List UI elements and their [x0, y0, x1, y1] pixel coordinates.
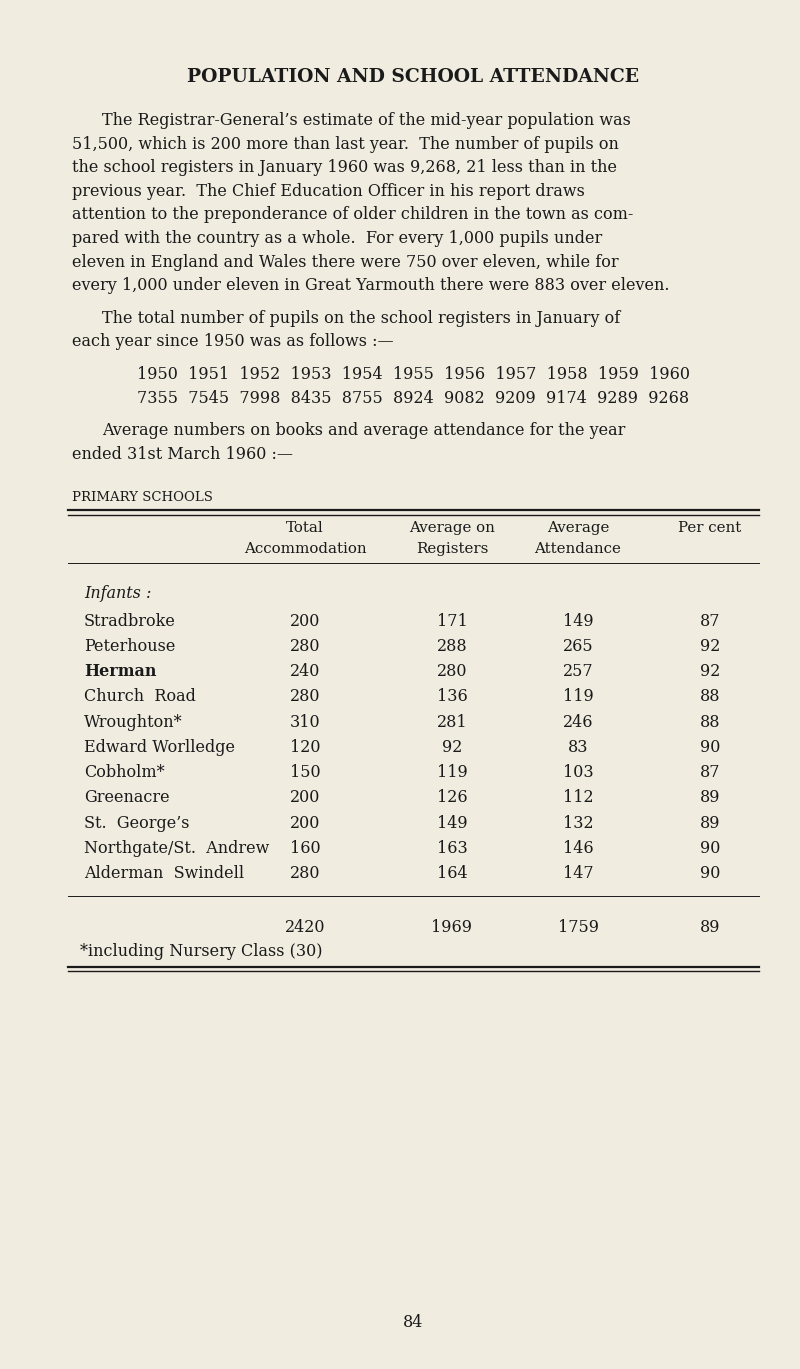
Text: 89: 89: [700, 815, 720, 831]
Text: 88: 88: [700, 689, 720, 705]
Text: Registers: Registers: [416, 542, 488, 556]
Text: 92: 92: [442, 739, 462, 756]
Text: Wroughton*: Wroughton*: [84, 713, 182, 731]
Text: the school registers in January 1960 was 9,268, 21 less than in the: the school registers in January 1960 was…: [72, 159, 617, 177]
Text: 1950  1951  1952  1953  1954  1955  1956  1957  1958  1959  1960: 1950 1951 1952 1953 1954 1955 1956 1957 …: [137, 366, 690, 383]
Text: 90: 90: [700, 865, 720, 882]
Text: Average on: Average on: [409, 522, 495, 535]
Text: pared with the country as a whole.  For every 1,000 pupils under: pared with the country as a whole. For e…: [72, 230, 602, 246]
Text: previous year.  The Chief Education Officer in his report draws: previous year. The Chief Education Offic…: [72, 183, 585, 200]
Text: 150: 150: [290, 764, 320, 782]
Text: 280: 280: [437, 663, 467, 680]
Text: Northgate/St.  Andrew: Northgate/St. Andrew: [84, 839, 270, 857]
Text: 1759: 1759: [558, 920, 598, 936]
Text: 310: 310: [290, 713, 320, 731]
Text: Herman: Herman: [84, 663, 157, 680]
Text: 90: 90: [700, 839, 720, 857]
Text: 246: 246: [562, 713, 594, 731]
Text: Infants :: Infants :: [84, 586, 151, 602]
Text: Accommodation: Accommodation: [244, 542, 366, 556]
Text: The Registrar-General’s estimate of the mid-year population was: The Registrar-General’s estimate of the …: [102, 112, 631, 129]
Text: 200: 200: [290, 790, 320, 806]
Text: ended 31st March 1960 :—: ended 31st March 1960 :—: [72, 446, 293, 463]
Text: 89: 89: [700, 920, 720, 936]
Text: 281: 281: [437, 713, 467, 731]
Text: 90: 90: [700, 739, 720, 756]
Text: St.  George’s: St. George’s: [84, 815, 190, 831]
Text: 1969: 1969: [431, 920, 473, 936]
Text: 200: 200: [290, 815, 320, 831]
Text: *including Nursery Class (30): *including Nursery Class (30): [80, 943, 322, 960]
Text: 92: 92: [700, 663, 720, 680]
Text: Alderman  Swindell: Alderman Swindell: [84, 865, 244, 882]
Text: 149: 149: [437, 815, 467, 831]
Text: 280: 280: [290, 689, 320, 705]
Text: 132: 132: [562, 815, 594, 831]
Text: 2420: 2420: [285, 920, 326, 936]
Text: Attendance: Attendance: [534, 542, 622, 556]
Text: 126: 126: [437, 790, 467, 806]
Text: 265: 265: [562, 638, 594, 654]
Text: 149: 149: [562, 612, 594, 630]
Text: 83: 83: [568, 739, 588, 756]
Text: Peterhouse: Peterhouse: [84, 638, 175, 654]
Text: 7355  7545  7998  8435  8755  8924  9082  9209  9174  9289  9268: 7355 7545 7998 8435 8755 8924 9082 9209 …: [138, 390, 690, 407]
Text: attention to the preponderance of older children in the town as com-: attention to the preponderance of older …: [72, 207, 634, 223]
Text: Average: Average: [547, 522, 609, 535]
Text: 280: 280: [290, 638, 320, 654]
Text: 84: 84: [403, 1314, 424, 1331]
Text: 87: 87: [700, 764, 720, 782]
Text: The total number of pupils on the school registers in January of: The total number of pupils on the school…: [102, 309, 620, 327]
Text: each year since 1950 was as follows :—: each year since 1950 was as follows :—: [72, 334, 394, 350]
Text: Greenacre: Greenacre: [84, 790, 170, 806]
Text: 257: 257: [562, 663, 594, 680]
Text: 163: 163: [437, 839, 467, 857]
Text: every 1,000 under eleven in Great Yarmouth there were 883 over eleven.: every 1,000 under eleven in Great Yarmou…: [72, 277, 670, 294]
Text: 103: 103: [562, 764, 594, 782]
Text: 200: 200: [290, 612, 320, 630]
Text: 147: 147: [562, 865, 594, 882]
Text: 92: 92: [700, 638, 720, 654]
Text: POPULATION AND SCHOOL ATTENDANCE: POPULATION AND SCHOOL ATTENDANCE: [187, 68, 639, 86]
Text: 164: 164: [437, 865, 467, 882]
Text: Cobholm*: Cobholm*: [84, 764, 165, 782]
Text: eleven in England and Wales there were 750 over eleven, while for: eleven in England and Wales there were 7…: [72, 253, 618, 271]
Text: 87: 87: [700, 612, 720, 630]
Text: 89: 89: [700, 790, 720, 806]
Text: 288: 288: [437, 638, 467, 654]
Text: PRIMARY SCHOOLS: PRIMARY SCHOOLS: [72, 491, 213, 504]
Text: 119: 119: [562, 689, 594, 705]
Text: Average numbers on books and average attendance for the year: Average numbers on books and average att…: [102, 422, 626, 439]
Text: 88: 88: [700, 713, 720, 731]
Text: 136: 136: [437, 689, 467, 705]
Text: Total: Total: [286, 522, 324, 535]
Text: 160: 160: [290, 839, 320, 857]
Text: 119: 119: [437, 764, 467, 782]
Text: Stradbroke: Stradbroke: [84, 612, 176, 630]
Text: 146: 146: [562, 839, 594, 857]
Text: Per cent: Per cent: [678, 522, 742, 535]
Text: 120: 120: [290, 739, 320, 756]
Text: 280: 280: [290, 865, 320, 882]
Text: Church  Road: Church Road: [84, 689, 196, 705]
Text: 171: 171: [437, 612, 467, 630]
Text: 240: 240: [290, 663, 320, 680]
Text: Edward Worlledge: Edward Worlledge: [84, 739, 235, 756]
Text: 112: 112: [562, 790, 594, 806]
Text: 51,500, which is 200 more than last year.  The number of pupils on: 51,500, which is 200 more than last year…: [72, 136, 619, 152]
